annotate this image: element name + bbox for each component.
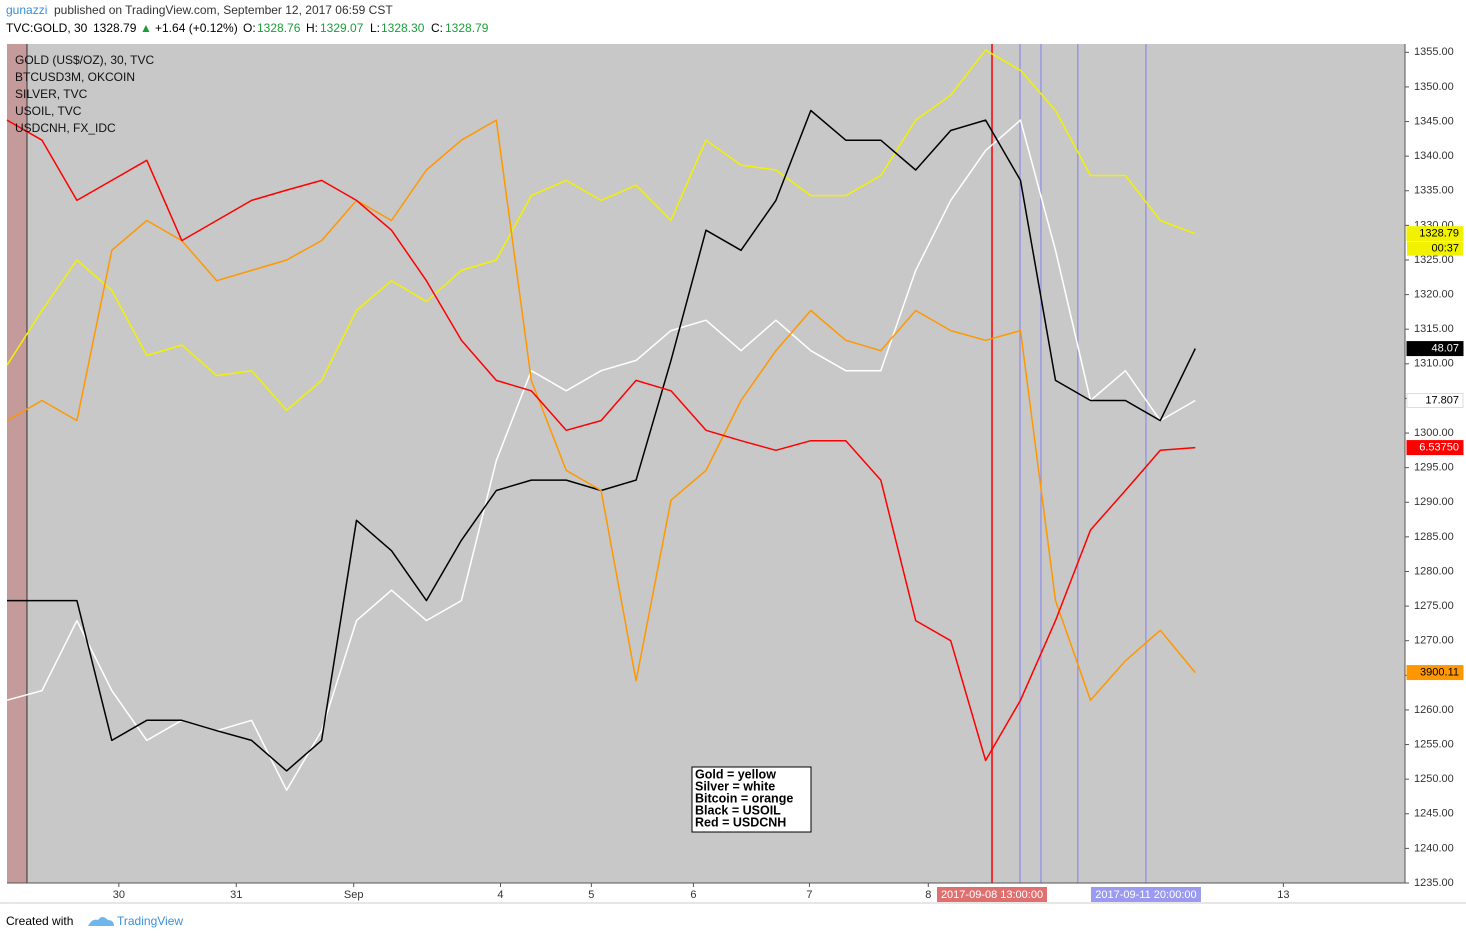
close-label: C: (431, 21, 443, 35)
legend-entry: USDCNH, FX_IDC (15, 121, 116, 135)
x-tick-label: 7 (806, 889, 812, 901)
plot-background (7, 44, 1405, 883)
open: 1328.76 (257, 21, 301, 35)
logo (88, 917, 114, 926)
price-label: 17.807 (1425, 394, 1459, 406)
published: published on TradingView.com, September … (54, 3, 393, 17)
annotation-line: Gold = yellow (695, 767, 776, 781)
y-tick-label: 1350.00 (1414, 81, 1454, 93)
x-tick-label: 4 (497, 889, 503, 901)
legend-entry: BTCUSD3M, OKCOIN (15, 70, 135, 84)
marker-label: 2017-09-11 20:00:00 (1095, 889, 1196, 901)
y-tick-label: 1245.00 (1414, 808, 1454, 820)
y-tick-label: 1235.00 (1414, 877, 1454, 889)
price-label: 48.07 (1431, 342, 1459, 354)
close: 1328.79 (445, 21, 489, 35)
y-tick-label: 1340.00 (1414, 150, 1454, 162)
marker-label-box (1090, 887, 1201, 902)
marker-label-box (937, 887, 1048, 902)
price-label: 3900.11 (1420, 666, 1459, 678)
change-arrow: ▲ (140, 21, 152, 35)
price-label-box (1406, 341, 1464, 357)
series-line (6, 119, 1196, 762)
x-tick-label: 13 (1277, 889, 1289, 901)
annotation-line: Silver = white (695, 779, 775, 793)
high-label: H: (306, 21, 318, 35)
price-label-box (1406, 393, 1464, 409)
y-tick-label: 1275.00 (1414, 600, 1454, 612)
legend-entry: USOIL, TVC (15, 104, 82, 118)
price-label: 6.53750 (1419, 441, 1459, 453)
annotation-line: Bitcoin = orange (695, 791, 793, 805)
x-tick-label: 5 (588, 889, 594, 901)
footer-brand[interactable]: TradingView (117, 914, 183, 928)
y-tick-label: 1295.00 (1414, 462, 1454, 474)
y-tick-label: 1355.00 (1414, 46, 1454, 58)
timer-label: 00:37 (1431, 243, 1459, 255)
y-tick-label: 1240.00 (1414, 842, 1454, 854)
author[interactable]: gunazzi (6, 3, 47, 17)
legend-entry: GOLD (US$/OZ), 30, TVC (15, 53, 154, 67)
change: +1.64 (+0.12%) (155, 21, 238, 35)
open-label: O: (243, 21, 256, 35)
last-price: 1328.79 (93, 21, 137, 35)
y-tick-label: 1270.00 (1414, 635, 1454, 647)
x-tick-label: 31 (230, 889, 242, 901)
x-tick-label: Sep (344, 889, 364, 901)
y-tick-label: 1285.00 (1414, 531, 1454, 543)
footer-created: Created with (6, 914, 73, 928)
x-tick-label: 8 (925, 889, 931, 901)
annotation-line: Black = USOIL (695, 803, 781, 817)
price-label: 1328.79 (1419, 228, 1459, 240)
legend-entry: SILVER, TVC (15, 87, 88, 101)
annotation-box (691, 766, 812, 833)
y-tick-label: 1280.00 (1414, 565, 1454, 577)
y-tick-label: 1300.00 (1414, 427, 1454, 439)
high: 1329.07 (320, 21, 364, 35)
y-tick-label: 1315.00 (1414, 323, 1454, 335)
y-tick-label: 1310.00 (1414, 358, 1454, 370)
highlight-region (7, 44, 27, 883)
symbol: TVC:GOLD, 30 (6, 21, 88, 35)
low: 1328.30 (381, 21, 425, 35)
y-tick-label: 1345.00 (1414, 115, 1454, 127)
y-tick-label: 1335.00 (1414, 185, 1454, 197)
low-label: L: (370, 21, 380, 35)
y-tick-label: 1255.00 (1414, 738, 1454, 750)
y-tick-label: 1260.00 (1414, 704, 1454, 716)
series-line (6, 49, 1196, 411)
annotation-line: Red = USDCNH (695, 815, 786, 829)
x-tick-label: 6 (690, 889, 696, 901)
y-tick-label: 1250.00 (1414, 773, 1454, 785)
marker-label: 2017-09-08 13:00:00 (941, 889, 1043, 901)
x-tick-label: 30 (113, 889, 125, 901)
y-tick-label: 1320.00 (1414, 288, 1454, 300)
timer-box (1407, 241, 1463, 256)
series-line (6, 119, 1196, 701)
y-tick-label: 1290.00 (1414, 496, 1454, 508)
y-tick-label: 1325.00 (1414, 254, 1454, 266)
price-label-box (1406, 665, 1464, 681)
price-label-box (1406, 226, 1464, 242)
plot-area (6, 44, 1405, 883)
price-label-box (1406, 440, 1464, 456)
